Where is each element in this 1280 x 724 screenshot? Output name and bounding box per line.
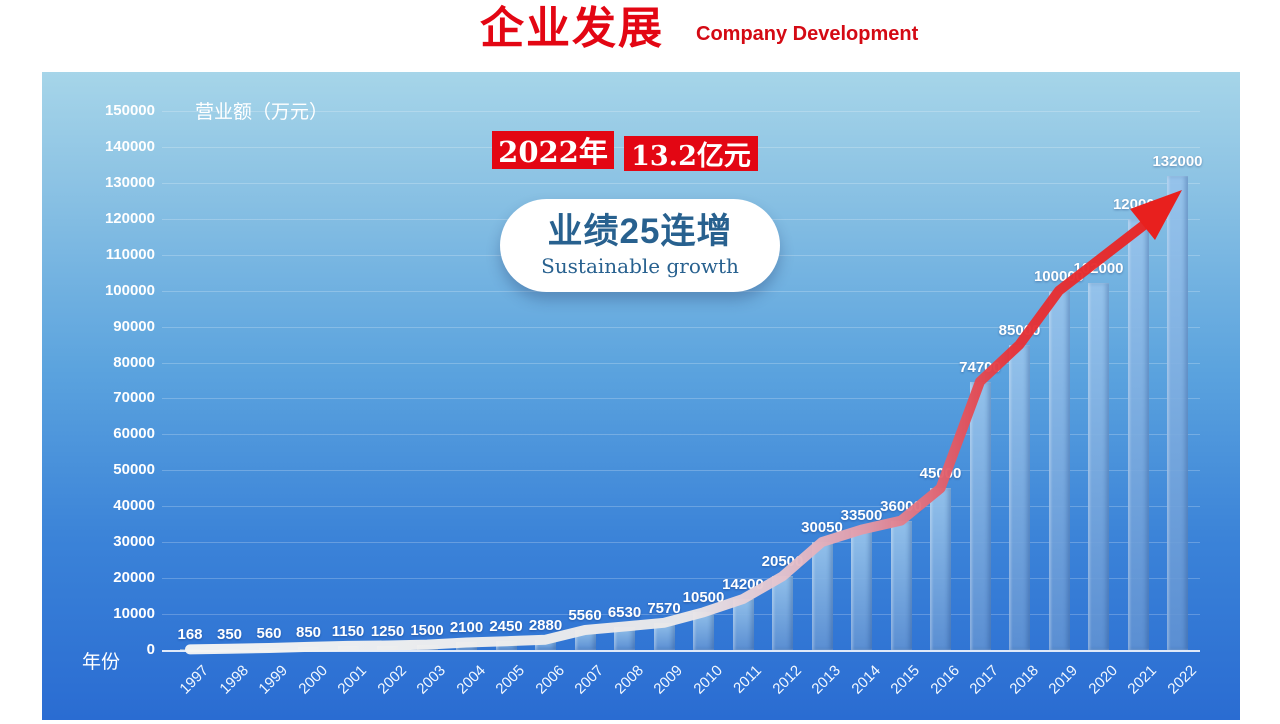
bar [456, 642, 477, 650]
gridline [162, 506, 1200, 508]
bar-value-label: 14200 [722, 575, 764, 593]
bar [337, 645, 359, 650]
gridline [162, 542, 1200, 544]
y-tick-label: 120000 [104, 209, 155, 227]
bar-value-label: 74700 [959, 358, 1001, 376]
slide-header: 企业发展 Company Development [480, 4, 918, 55]
y-tick-label: 20000 [113, 569, 155, 587]
y-tick-label: 80000 [113, 353, 155, 371]
bar [653, 622, 675, 650]
bar [1088, 283, 1109, 650]
page-subtitle: Company Development [696, 22, 919, 45]
y-tick-label: 150000 [104, 102, 155, 119]
growth-pill-subtitle: Sustainable growth [541, 254, 739, 279]
y-tick-label: 0 [146, 641, 155, 658]
gridline [162, 434, 1200, 436]
chart-panel: 168 350 560 850 1150 1250 1500 2100 2450 2880 5560… [42, 72, 1240, 720]
bar [377, 645, 398, 650]
bar-value-label: 120000 [1112, 195, 1164, 213]
y-tick-label: 30000 [113, 533, 155, 551]
bar [693, 612, 714, 650]
bar [614, 626, 635, 650]
growth-pill: 业绩25连增 Sustainable growth [500, 199, 780, 292]
bar [851, 529, 872, 650]
bar [1127, 218, 1149, 650]
gridline [162, 578, 1200, 580]
y-tick-label: 100000 [104, 281, 155, 299]
gridline [162, 398, 1200, 400]
value-badge: 13.2亿元 [624, 136, 758, 172]
bar [258, 647, 280, 650]
gridline [162, 111, 1200, 112]
bar [1167, 175, 1188, 650]
y-tick-label: 60000 [113, 425, 155, 443]
bar [219, 648, 240, 650]
bar [732, 598, 754, 650]
bar-value-label: 132000 [1152, 152, 1203, 170]
y-tick-label: 140000 [104, 137, 155, 155]
bar-value-label: 45000 [919, 465, 962, 483]
y-tick-label: 110000 [105, 245, 155, 263]
y-tick-label: 90000 [113, 317, 155, 335]
growth-pill-title: 业绩25连增 [547, 211, 733, 251]
y-tick-label: 10000 [113, 605, 155, 623]
gridline [162, 362, 1200, 364]
bar-value-label: 102000 [1073, 260, 1124, 278]
bar [416, 644, 438, 650]
bar-value-label: 85000 [998, 321, 1041, 339]
x-axis-title: 年份 [82, 652, 121, 673]
x-axis-line [162, 650, 1200, 652]
bar [179, 649, 201, 650]
y-tick-label: 50000 [113, 461, 155, 479]
bar [1009, 344, 1030, 650]
bar [535, 639, 556, 650]
bar-value-label: 36000 [880, 497, 922, 515]
bar [969, 381, 991, 650]
page-title: 企业发展 [480, 4, 664, 53]
y-tick-label: 40000 [113, 497, 155, 515]
year-badge: 2022年 [492, 131, 614, 169]
y-axis-title: 营业额（万元） [195, 102, 329, 123]
bar [1048, 290, 1070, 650]
gridline [162, 470, 1200, 472]
y-tick-label: 70000 [113, 389, 155, 407]
bar [890, 520, 912, 650]
bar [298, 646, 319, 650]
bar-value-label: 20500 [761, 553, 804, 571]
bar [495, 641, 517, 650]
y-tick-label: 130000 [104, 173, 155, 191]
gridline [162, 182, 1200, 184]
